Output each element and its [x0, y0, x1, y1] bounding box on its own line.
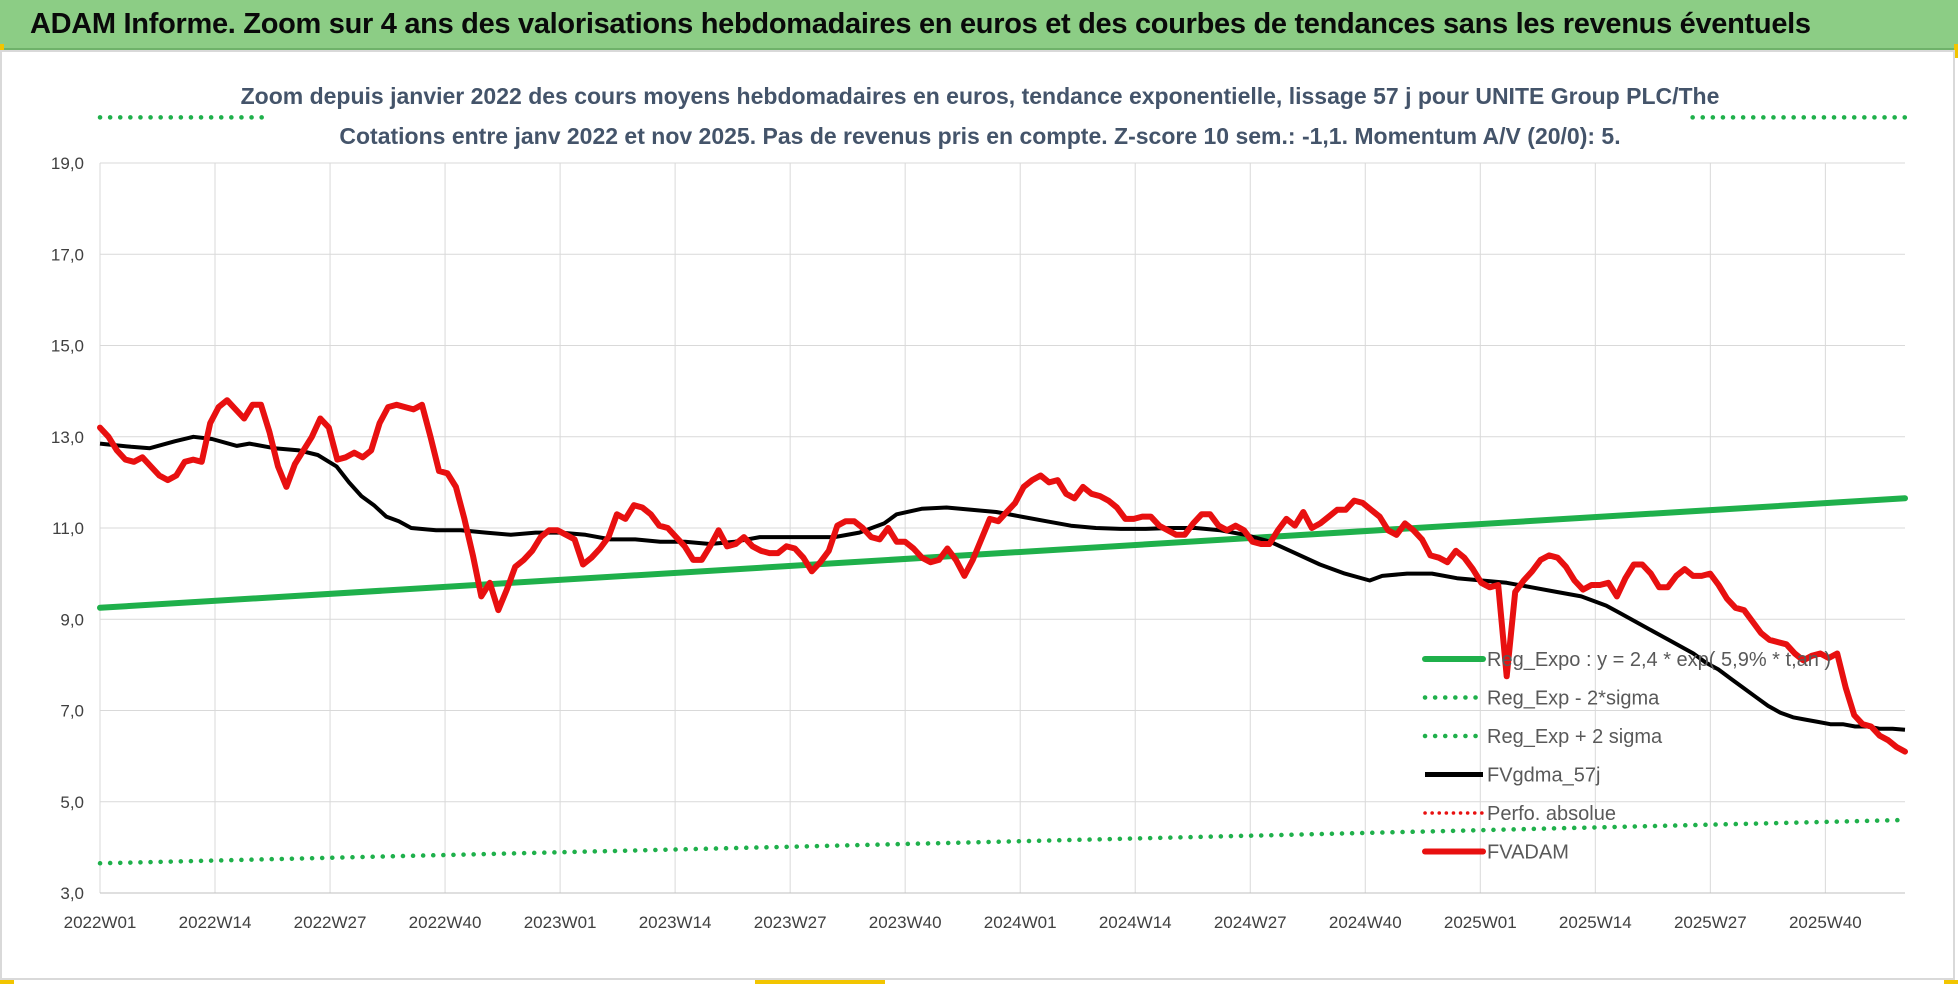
x-tick-label: 2025W01	[1444, 913, 1517, 932]
legend-entry: FVADAM	[1487, 842, 1569, 864]
x-tick-label: 2025W40	[1789, 913, 1862, 932]
gridlines	[99, 162, 1905, 894]
x-tick-label: 2024W40	[1329, 913, 1402, 932]
x-tick-label: 2024W27	[1214, 913, 1287, 932]
legend-entry: Reg_Exp + 2 sigma	[1487, 726, 1663, 748]
y-tick-label: 5,0	[60, 793, 84, 812]
fvgdma-57j-series	[99, 434, 1906, 732]
x-axis: 2022W01 2022W14 2022W27 2022W40 2023W01 2023W…	[64, 892, 1905, 932]
legend-entry: FVgdma_57j	[1487, 765, 1600, 787]
x-tick-label: 2022W14	[179, 913, 252, 932]
title-banner: ADAM Informe. Zoom sur 4 ans des valoris…	[0, 0, 1958, 50]
x-tick-label: 2025W27	[1674, 913, 1747, 932]
x-tick-label: 2023W14	[639, 913, 712, 932]
y-tick-label: 19,0	[51, 154, 84, 173]
x-tick-label: 2024W01	[984, 913, 1057, 932]
x-tick-label: 2023W40	[869, 913, 942, 932]
chart-title: Zoom depuis janvier 2022 des cours moyen…	[240, 83, 1720, 109]
corner-marker-bottom-left	[0, 980, 14, 984]
series-layer	[97, 115, 1908, 866]
legend-entry: Perfo. absolue	[1487, 803, 1616, 825]
y-tick-label: 3,0	[60, 884, 84, 903]
corner-marker-right	[1954, 44, 1958, 58]
chart-subtitle: Cotations entre janv 2022 et nov 2025. P…	[339, 123, 1621, 149]
x-tick-label: 2022W27	[294, 913, 367, 932]
resize-handle-bottom[interactable]	[755, 980, 885, 984]
x-tick-label: 2023W27	[754, 913, 827, 932]
legend-entry: Reg_Exp - 2*sigma	[1487, 688, 1660, 710]
y-tick-label: 17,0	[51, 245, 84, 264]
x-tick-label: 2022W01	[64, 913, 137, 932]
fvadam-series	[97, 397, 1908, 755]
x-tick-label: 2023W01	[524, 913, 597, 932]
legend-entry: Reg_Expo : y = 2,4 * exp( 5,9% * t,an )	[1487, 649, 1831, 671]
reg-expo-series	[97, 495, 1908, 611]
y-tick-label: 15,0	[51, 337, 84, 356]
y-tick-label: 11,0	[52, 519, 84, 538]
x-tick-label: 2025W14	[1559, 913, 1632, 932]
y-tick-label: 9,0	[60, 610, 84, 629]
chart-title-block: Zoom depuis janvier 2022 des cours moyen…	[210, 76, 1750, 156]
y-tick-label: 7,0	[60, 702, 84, 721]
y-tick-label: 13,0	[51, 428, 84, 447]
x-tick-label: 2024W14	[1099, 913, 1172, 932]
corner-marker-bottom-right	[1944, 980, 1958, 984]
banner-title: ADAM Informe. Zoom sur 4 ans des valoris…	[30, 8, 1811, 40]
x-tick-label: 2022W40	[409, 913, 482, 932]
legend: Reg_Expo : y = 2,4 * exp( 5,9% * t,an ) R…	[1422, 649, 1831, 864]
y-axis: 3,0 5,0 7,0 9,0 11,0 13,0 15,0 17,0 19,0	[51, 154, 101, 903]
reg-exp-minus-2sigma-series	[97, 817, 1908, 866]
